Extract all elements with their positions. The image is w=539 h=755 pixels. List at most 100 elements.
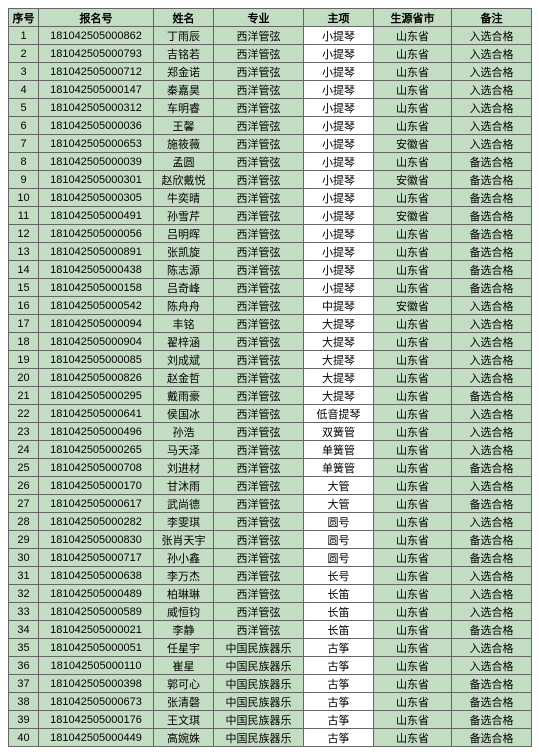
table-cell: 刘成斌	[154, 351, 214, 369]
table-cell: 备选合格	[452, 621, 532, 639]
table-cell: 西洋管弦	[214, 405, 304, 423]
table-row: 40181042505000449高婉姝中国民族器乐古筝山东省备选合格	[9, 729, 532, 747]
table-cell: 山东省	[374, 513, 452, 531]
table-cell: 陈志源	[154, 261, 214, 279]
table-cell: 小提琴	[304, 135, 374, 153]
table-cell: 山东省	[374, 549, 452, 567]
table-cell: 备选合格	[452, 153, 532, 171]
table-cell: 33	[9, 603, 39, 621]
table-cell: 山东省	[374, 99, 452, 117]
table-cell: 张凯旋	[154, 243, 214, 261]
table-cell: 181042505000085	[39, 351, 154, 369]
table-cell: 入选合格	[452, 27, 532, 45]
table-cell: 山东省	[374, 711, 452, 729]
table-cell: 孙雪芹	[154, 207, 214, 225]
table-row: 10181042505000305牛奕晴西洋管弦小提琴山东省备选合格	[9, 189, 532, 207]
table-cell: 西洋管弦	[214, 441, 304, 459]
table-cell: 山东省	[374, 153, 452, 171]
table-cell: 备选合格	[452, 189, 532, 207]
table-cell: 山东省	[374, 279, 452, 297]
table-cell: 山东省	[374, 351, 452, 369]
table-cell: 山东省	[374, 423, 452, 441]
table-row: 19181042505000085刘成斌西洋管弦大提琴山东省入选合格	[9, 351, 532, 369]
table-cell: 181042505000158	[39, 279, 154, 297]
table-row: 24181042505000265马天泽西洋管弦单簧管山东省入选合格	[9, 441, 532, 459]
table-cell: 181042505000305	[39, 189, 154, 207]
table-cell: 备选合格	[452, 225, 532, 243]
table-cell: 181042505000039	[39, 153, 154, 171]
table-cell: 备选合格	[452, 279, 532, 297]
table-cell: 30	[9, 549, 39, 567]
table-cell: 6	[9, 117, 39, 135]
table-cell: 西洋管弦	[214, 459, 304, 477]
table-cell: 山东省	[374, 459, 452, 477]
table-cell: 入选合格	[452, 45, 532, 63]
table-cell: 1	[9, 27, 39, 45]
table-cell: 山东省	[374, 531, 452, 549]
table-cell: 吕明晖	[154, 225, 214, 243]
table-cell: 11	[9, 207, 39, 225]
table-cell: 西洋管弦	[214, 63, 304, 81]
table-cell: 吉铭若	[154, 45, 214, 63]
table-row: 36181042505000110崔星中国民族器乐古筝山东省入选合格	[9, 657, 532, 675]
table-cell: 山东省	[374, 495, 452, 513]
table-cell: 24	[9, 441, 39, 459]
table-cell: 39	[9, 711, 39, 729]
table-cell: 181042505000542	[39, 297, 154, 315]
column-header-0: 序号	[9, 9, 39, 27]
table-cell: 威恒钧	[154, 603, 214, 621]
table-cell: 武尚德	[154, 495, 214, 513]
table-row: 33181042505000589威恒钧西洋管弦长笛山东省入选合格	[9, 603, 532, 621]
table-cell: 9	[9, 171, 39, 189]
table-row: 23181042505000496孙浩西洋管弦双簧管山东省入选合格	[9, 423, 532, 441]
table-row: 3181042505000712郑金诺西洋管弦小提琴山东省入选合格	[9, 63, 532, 81]
table-cell: 大提琴	[304, 315, 374, 333]
table-cell: 小提琴	[304, 45, 374, 63]
table-cell: 柏琳琳	[154, 585, 214, 603]
table-cell: 侯国冰	[154, 405, 214, 423]
table-cell: 19	[9, 351, 39, 369]
table-cell: 长号	[304, 567, 374, 585]
table-cell: 备选合格	[452, 693, 532, 711]
table-cell: 入选合格	[452, 657, 532, 675]
table-cell: 入选合格	[452, 567, 532, 585]
table-cell: 孙小鑫	[154, 549, 214, 567]
table-cell: 181042505000301	[39, 171, 154, 189]
table-cell: 181042505000094	[39, 315, 154, 333]
table-cell: 孙浩	[154, 423, 214, 441]
table-row: 35181042505000051任星宇中国民族器乐古筝山东省入选合格	[9, 639, 532, 657]
table-cell: 西洋管弦	[214, 171, 304, 189]
table-cell: 181042505000891	[39, 243, 154, 261]
table-cell: 备选合格	[452, 531, 532, 549]
table-cell: 16	[9, 297, 39, 315]
table-cell: 181042505000147	[39, 81, 154, 99]
table-cell: 小提琴	[304, 99, 374, 117]
table-cell: 山东省	[374, 441, 452, 459]
table-cell: 备选合格	[452, 207, 532, 225]
table-cell: 34	[9, 621, 39, 639]
table-cell: 备选合格	[452, 675, 532, 693]
table-cell: 赵金哲	[154, 369, 214, 387]
table-cell: 安徽省	[374, 171, 452, 189]
table-cell: 高婉姝	[154, 729, 214, 747]
table-cell: 古筝	[304, 639, 374, 657]
table-cell: 入选合格	[452, 99, 532, 117]
table-cell: 181042505000295	[39, 387, 154, 405]
table-cell: 山东省	[374, 657, 452, 675]
table-cell: 陈舟舟	[154, 297, 214, 315]
table-cell: 入选合格	[452, 639, 532, 657]
table-cell: 入选合格	[452, 369, 532, 387]
table-cell: 山东省	[374, 27, 452, 45]
table-cell: 单簧管	[304, 459, 374, 477]
table-cell: 小提琴	[304, 189, 374, 207]
table-cell: 181042505000265	[39, 441, 154, 459]
table-cell: 小提琴	[304, 153, 374, 171]
table-row: 17181042505000094丰铭西洋管弦大提琴山东省入选合格	[9, 315, 532, 333]
table-cell: 小提琴	[304, 171, 374, 189]
table-cell: 安徽省	[374, 207, 452, 225]
table-cell: 22	[9, 405, 39, 423]
table-row: 18181042505000904翟梓涵西洋管弦大提琴山东省入选合格	[9, 333, 532, 351]
table-cell: 32	[9, 585, 39, 603]
table-row: 38181042505000673张清磬中国民族器乐古筝山东省备选合格	[9, 693, 532, 711]
table-cell: 21	[9, 387, 39, 405]
